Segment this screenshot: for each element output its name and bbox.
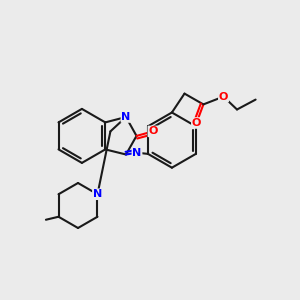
Text: O: O xyxy=(148,126,158,136)
Text: O: O xyxy=(219,92,228,102)
Text: N: N xyxy=(132,148,142,158)
Text: N: N xyxy=(122,112,130,122)
Text: O: O xyxy=(192,118,201,128)
Text: N: N xyxy=(93,189,102,199)
